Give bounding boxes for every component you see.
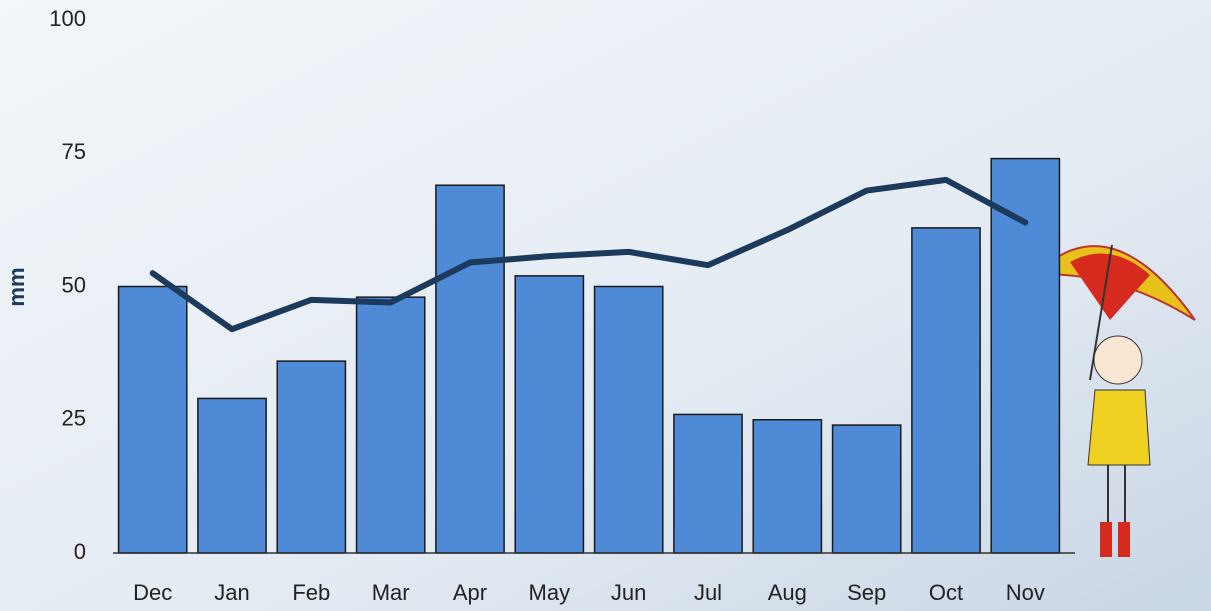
x-tick-label: Apr [453, 580, 487, 605]
y-tick-label: 0 [74, 539, 86, 564]
x-tick-label: Jan [214, 580, 249, 605]
x-tick-label: Jun [611, 580, 646, 605]
bar [198, 398, 266, 553]
y-tick-label: 75 [62, 139, 86, 164]
bar [436, 185, 504, 553]
y-axis-label: mm [4, 267, 29, 306]
x-tick-label: Mar [372, 580, 410, 605]
y-tick-label: 25 [62, 406, 86, 431]
bar [674, 414, 742, 553]
y-tick-label: 100 [49, 6, 86, 31]
x-tick-label: Feb [292, 580, 330, 605]
x-tick-label: Aug [768, 580, 807, 605]
bar [912, 228, 980, 553]
bar [991, 159, 1059, 553]
y-tick-label: 50 [62, 272, 86, 297]
x-tick-label: Jul [694, 580, 722, 605]
bar [833, 425, 901, 553]
bar [277, 361, 345, 553]
chart: mm 0 25 50 75 100 Dec Jan Feb Mar Apr May Jun Jul Aug… [0, 0, 1211, 611]
x-tick-label: May [529, 580, 571, 605]
x-tick-label: Nov [1006, 580, 1045, 605]
bar [753, 420, 821, 553]
x-tick-label: Dec [133, 580, 172, 605]
bar [595, 287, 663, 554]
bar [357, 297, 425, 553]
bar [515, 276, 583, 553]
bar [119, 287, 187, 554]
x-tick-label: Sep [847, 580, 886, 605]
x-tick-label: Oct [929, 580, 963, 605]
